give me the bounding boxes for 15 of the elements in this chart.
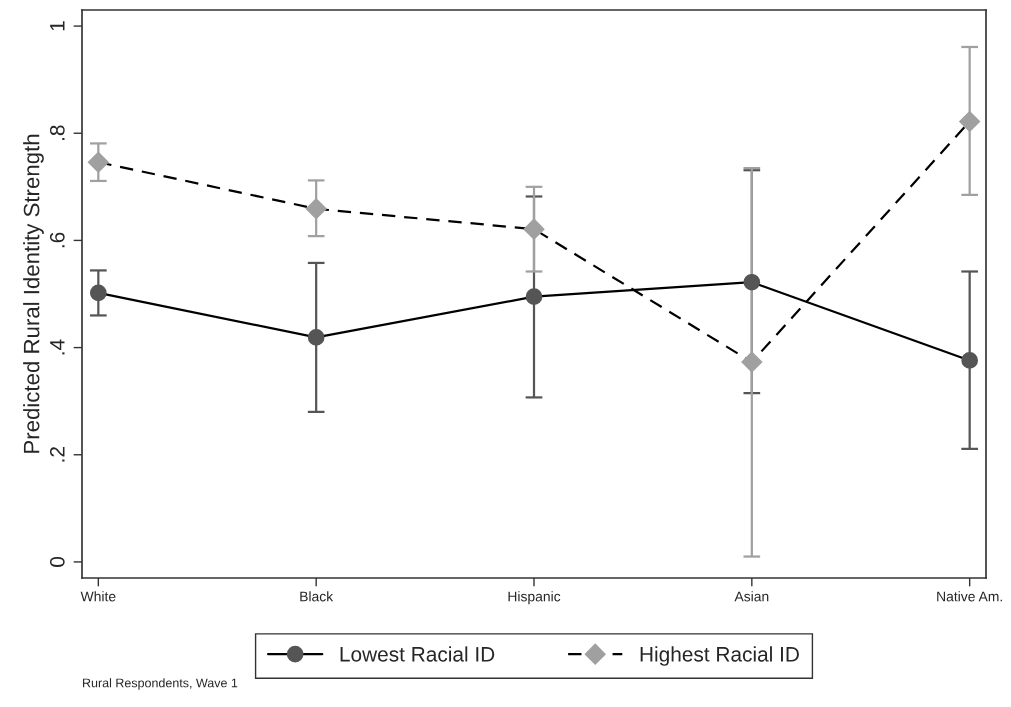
y-tick-label: .2 bbox=[49, 447, 65, 462]
x-tick-label: Black bbox=[300, 591, 334, 602]
y-tick-label: 0 bbox=[49, 556, 65, 567]
text: Rural Respondents, Wave 1 bbox=[83, 678, 238, 690]
y-tick-label: 1 bbox=[50, 21, 65, 31]
x-tick-label: Hispanic bbox=[508, 591, 561, 605]
y-tick-label: .6 bbox=[49, 232, 65, 248]
y-tick-label: .4 bbox=[50, 339, 65, 355]
y-axis-title: Predicted Rural Identity Strength bbox=[23, 134, 44, 453]
x-tick-label: Asian bbox=[734, 591, 769, 602]
y-tick-label: .8 bbox=[49, 125, 65, 141]
legend-label: Lowest Racial ID bbox=[340, 646, 495, 662]
x-tick-label: Native Am. bbox=[937, 591, 1002, 602]
legend-label: Highest Racial ID bbox=[640, 646, 799, 666]
x-tick-label: White bbox=[80, 591, 116, 602]
